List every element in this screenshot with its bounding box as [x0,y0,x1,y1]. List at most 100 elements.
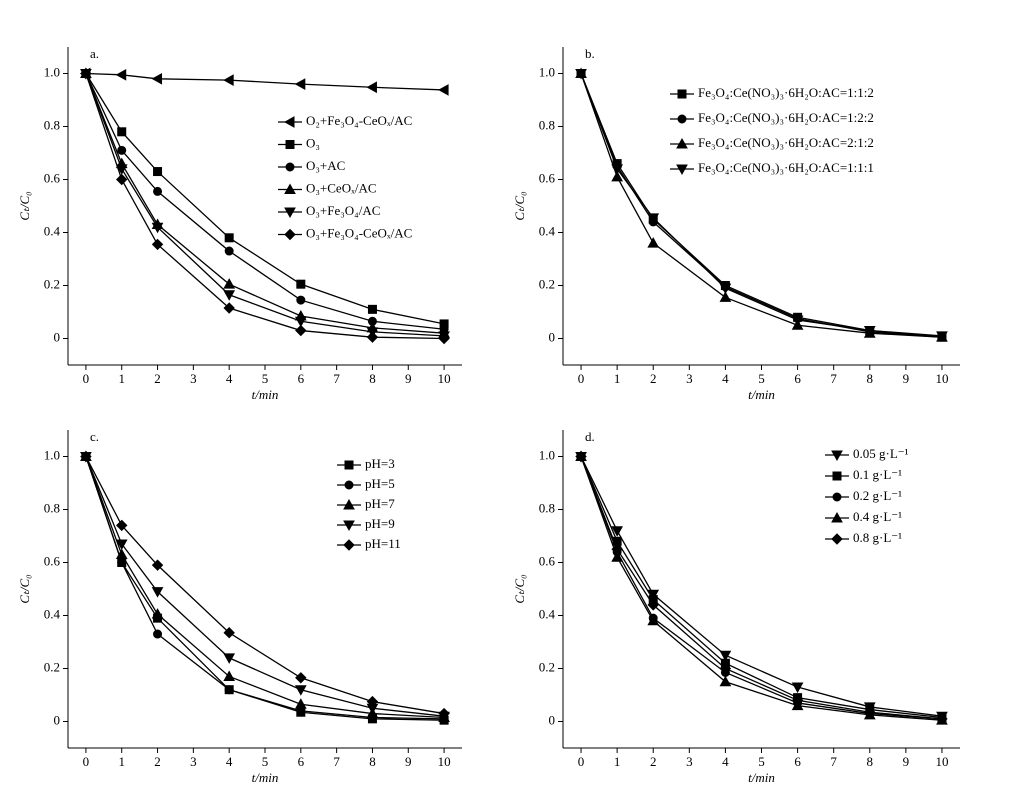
x-tick-label: 5 [262,754,269,769]
x-tick-label: 0 [83,754,90,769]
data-point [117,127,127,137]
x-tick-label: 1 [614,754,621,769]
data-point [153,629,163,639]
legend-label: pH=9 [365,516,395,531]
data-point [295,324,307,337]
data-point [223,670,236,681]
legend-marker [284,183,296,194]
legend-label: O₂+Fe₃O₄-CeOₓ/AC [306,113,412,128]
legend-marker [831,511,843,523]
data-point [611,551,623,562]
data-point [719,675,732,687]
x-tick-label: 3 [686,371,693,386]
x-tick-label: 10 [438,754,451,769]
y-tick-label: 1.0 [44,64,60,79]
y-tick-label: 0.4 [539,223,556,238]
data-point [115,164,128,175]
legend-label: O₃+AC [306,158,345,173]
y-axis-label: Cₜ/C₀ [512,191,527,220]
data-point [116,173,128,186]
x-tick-label: 9 [405,371,412,386]
legend-label: O₃ [306,135,320,150]
y-tick-label: 1.0 [44,447,60,462]
x-tick-label: 8 [867,371,874,386]
legend-label: pH=5 [365,476,395,491]
x-tick-label: 8 [369,754,376,769]
legend-marker [344,480,354,490]
x-tick-label: 3 [190,754,197,769]
legend-label: O₃+Fe₃O₄-CeOₓ/AC [306,225,412,240]
legend-marker [676,137,688,149]
data-point [647,237,660,248]
legend-marker [832,492,842,502]
data-point [115,539,128,550]
x-tick-label: 0 [83,371,90,386]
legend-marker [284,207,296,219]
legend-label: O₃+Fe₃O₄/AC [306,203,380,218]
x-tick-label: 6 [794,371,801,386]
y-tick-label: 0.2 [539,659,555,674]
legend-marker [831,450,843,462]
data-point [153,186,163,196]
x-tick-label: 10 [935,371,948,386]
data-point [719,650,732,662]
data-point [647,599,659,611]
y-axis-label: Cₜ/C₀ [17,191,32,220]
data-point [791,694,804,707]
legend-label: Fe₃O₄:Ce(NO₃)₃·6H₂O:AC=1:1:1 [698,160,874,175]
legend-label: Fe₃O₄:Ce(NO₃)₃·6H₂O:AC=1:2:2 [698,110,874,125]
data-point [294,78,306,90]
x-tick-label: 5 [758,754,765,769]
data-point [367,304,377,314]
legend-label: 0.2 g·L⁻¹ [853,488,902,503]
data-point [80,450,92,463]
data-point [575,69,587,80]
legend-marker [677,89,687,99]
data-point [223,278,236,289]
x-tick-label: 1 [614,371,621,386]
series-line [85,73,445,330]
y-tick-label: 0.6 [44,170,61,185]
legend-label: pH=11 [365,536,401,551]
x-tick-label: 6 [298,754,305,769]
x-tick-label: 6 [794,754,801,769]
data-point [611,164,623,175]
legend-label: 0.05 g·L⁻¹ [853,446,909,461]
legend-marker [283,116,295,128]
x-axis-label: t/min [252,387,279,402]
data-point [438,707,450,720]
x-tick-label: 5 [262,371,269,386]
data-point [117,145,127,155]
x-tick-label: 10 [438,371,451,386]
data-point [223,302,235,314]
panel-label: c. [90,429,99,444]
data-point [151,238,164,251]
y-tick-label: 0.8 [44,500,60,515]
x-tick-label: 5 [758,371,765,386]
data-point [80,67,92,80]
data-point [438,84,449,96]
x-tick-label: 2 [154,754,161,769]
legend-marker [677,114,687,124]
y-tick-label: 1.0 [539,64,555,79]
y-tick-label: 0.4 [44,223,61,238]
y-axis-label: Cₜ/C₀ [17,574,32,603]
data-point [151,222,164,234]
y-tick-label: 0.6 [539,553,556,568]
data-point [224,233,234,243]
x-tick-label: 7 [830,371,837,386]
x-tick-label: 0 [578,371,585,386]
data-point [115,548,128,560]
data-point [151,608,164,619]
y-tick-label: 0 [54,712,61,727]
y-tick-label: 0.2 [44,659,60,674]
x-tick-label: 9 [903,754,910,769]
legend-label: pH=3 [365,456,395,471]
data-point [936,331,948,342]
panel-label: b. [585,46,595,61]
data-point [151,587,164,598]
data-point [223,627,235,639]
data-point [294,685,307,696]
data-point [223,653,236,664]
x-tick-label: 3 [686,754,693,769]
